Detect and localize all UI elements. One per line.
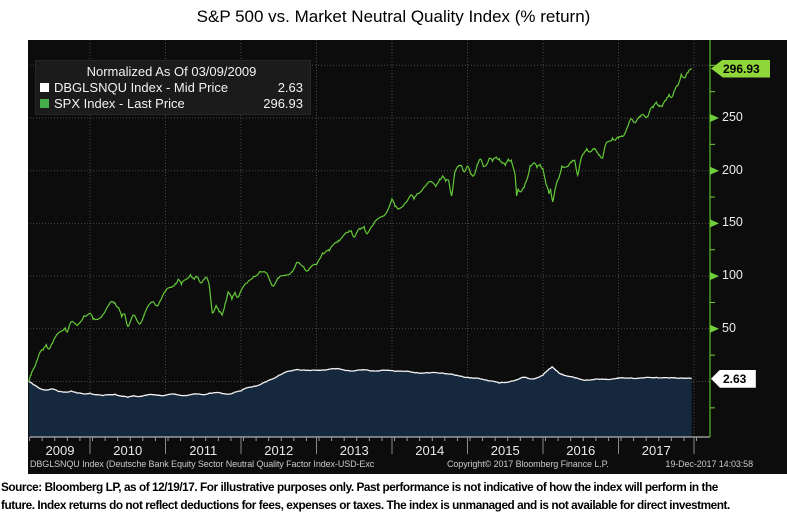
legend-item-value: 296.93: [263, 95, 303, 111]
dbglsnqu-price-tag: 2.63: [711, 369, 756, 388]
x-axis-year-label: 2016: [566, 443, 596, 458]
chart-title: S&P 500 vs. Market Neutral Quality Index…: [196, 7, 591, 26]
y-axis-label: 250: [722, 110, 743, 124]
disclaimer-line-2: future. Index returns do not reflect ded…: [1, 498, 730, 512]
y-major-tick-arrow-icon: [710, 324, 719, 333]
y-major-tick-arrow-icon: [710, 114, 719, 122]
disclaimer-line-1: Source: Bloomberg LP, as of 12/19/17. Fo…: [1, 480, 718, 494]
plot-area: [28, 40, 719, 454]
x-axis-year-label: 2013: [339, 443, 369, 458]
legend-item-dbglsnqu: DBGLSNQU Index - Mid Price 2.63: [40, 79, 303, 95]
y-axis-label: 200: [722, 162, 743, 177]
x-axis-year-label: 2012: [264, 443, 294, 458]
chart-timestamp: 19-Dec-2017 14:03:58: [665, 459, 753, 469]
chart-legend: Normalized As Of 03/09/2009 DBGLSNQU Ind…: [35, 60, 311, 115]
dbglsnqu-line: [28, 365, 693, 399]
legend-normalized-label: Normalized As Of 03/09/2009: [86, 63, 257, 79]
legend-item-label: DBGLSNQU Index - Mid Price: [54, 79, 229, 95]
source-disclaimer: Source: Bloomberg LP, as of 12/19/17. Fo…: [1, 478, 787, 514]
bloomberg-chart-panel: Normalized As Of 03/09/2009 DBGLSNQU Ind…: [28, 40, 787, 474]
copyright-notice: Copyright© 2017 Bloomberg Finance L.P.: [447, 459, 609, 469]
y-axis-label: 50: [722, 320, 736, 335]
legend-item-label: SPX Index - Last Price: [54, 95, 185, 111]
y-major-tick-arrow-icon: [710, 272, 719, 281]
dbglsnqu-area-fill: [28, 366, 692, 437]
x-axis-year-label: 2017: [641, 443, 671, 458]
y-axis-label: 150: [722, 215, 743, 230]
y-axis-label: 100: [722, 268, 743, 283]
legend-item-spx: SPX Index - Last Price 296.93: [40, 95, 303, 111]
x-axis-year-label: 2009: [45, 443, 75, 458]
y-major-tick-arrow-icon: [710, 166, 719, 175]
dbglsnqu-swatch-icon: [40, 82, 49, 92]
spx-line: [28, 68, 693, 382]
security-description: DBGLSNQU Index (Deutsche Bank Equity Sec…: [30, 459, 375, 469]
legend-item-value: 2.63: [277, 79, 303, 95]
x-axis-year-label: 2010: [113, 443, 143, 458]
spx-swatch-icon: [40, 98, 49, 108]
x-axis-year-label: 2014: [415, 443, 445, 458]
spx-price-tag: 296.93: [711, 59, 771, 78]
x-axis-year-label: 2011: [189, 443, 218, 458]
x-axis-year-label: 2015: [490, 443, 520, 458]
y-major-tick-arrow-icon: [710, 219, 719, 228]
